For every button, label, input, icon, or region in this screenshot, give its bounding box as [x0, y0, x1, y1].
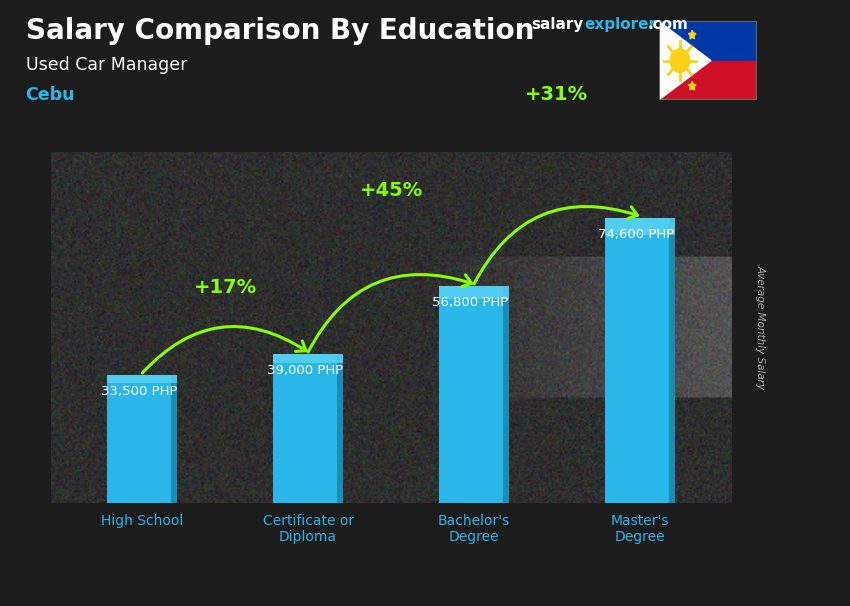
Polygon shape: [688, 81, 696, 90]
Bar: [439, 286, 509, 503]
Text: .com: .com: [648, 17, 689, 32]
Text: 39,000 PHP: 39,000 PHP: [267, 364, 343, 376]
Text: +17%: +17%: [194, 278, 257, 297]
Text: Used Car Manager: Used Car Manager: [26, 56, 187, 74]
Text: 33,500 PHP: 33,500 PHP: [100, 385, 177, 398]
Bar: [337, 354, 343, 503]
Bar: [669, 218, 675, 503]
Text: 56,800 PHP: 56,800 PHP: [433, 296, 509, 308]
Bar: [439, 286, 509, 299]
Polygon shape: [659, 21, 711, 100]
Bar: [273, 354, 343, 503]
Text: +31%: +31%: [525, 85, 588, 104]
Text: 74,600 PHP: 74,600 PHP: [598, 227, 675, 241]
Text: explorer: explorer: [585, 17, 657, 32]
Bar: [605, 218, 675, 503]
Bar: [172, 375, 177, 503]
Circle shape: [670, 49, 689, 73]
Polygon shape: [688, 30, 696, 39]
Bar: [107, 375, 177, 503]
Polygon shape: [652, 56, 660, 64]
Bar: [605, 218, 675, 235]
Text: Cebu: Cebu: [26, 86, 75, 104]
Text: Average Monthly Salary: Average Monthly Salary: [756, 265, 766, 389]
Bar: [659, 21, 756, 61]
Bar: [503, 286, 509, 503]
Bar: [659, 61, 756, 100]
Text: +45%: +45%: [360, 181, 422, 201]
Bar: [273, 354, 343, 363]
Bar: [107, 375, 177, 382]
Text: salary: salary: [531, 17, 584, 32]
Text: Salary Comparison By Education: Salary Comparison By Education: [26, 17, 534, 45]
